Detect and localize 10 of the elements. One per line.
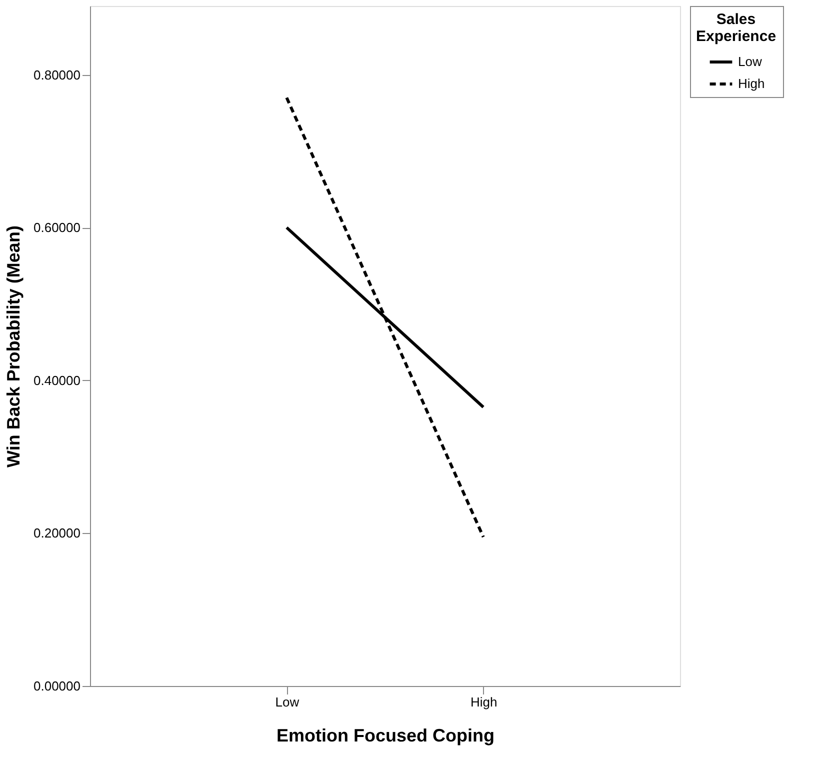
legend-label: Low xyxy=(738,54,762,69)
y-tick-label: 0.60000 xyxy=(34,220,80,236)
legend-title: Sales Experience xyxy=(696,11,776,45)
x-axis-title: Emotion Focused Coping xyxy=(276,726,494,746)
y-axis-title: Win Back Probability (Mean) xyxy=(4,226,24,468)
y-tick-label: 0.80000 xyxy=(34,67,80,82)
y-tick-label: 0.40000 xyxy=(34,372,80,388)
y-tick-label: 0.20000 xyxy=(34,526,80,541)
y-tick-label: 0.00000 xyxy=(34,678,80,694)
legend-label: High xyxy=(738,76,765,91)
